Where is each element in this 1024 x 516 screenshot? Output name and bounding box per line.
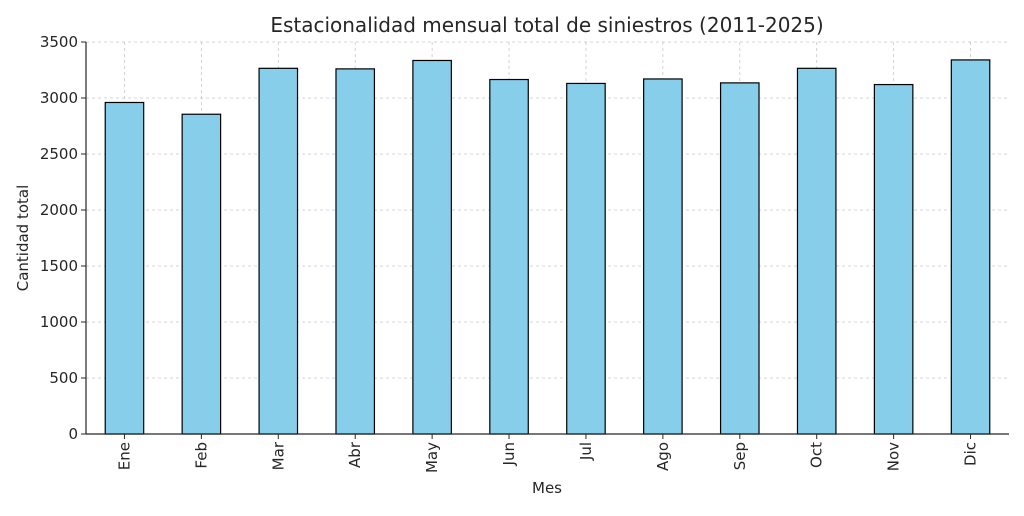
chart-title: Estacionalidad mensual total de siniestr… xyxy=(270,13,823,37)
x-tick-label: Feb xyxy=(192,442,210,469)
y-tick-label: 0 xyxy=(68,425,78,443)
y-tick-label: 2500 xyxy=(40,145,78,163)
bar-ago xyxy=(643,78,683,435)
bar-sep xyxy=(719,82,760,435)
bar-jun xyxy=(489,78,529,435)
bar-may xyxy=(412,59,452,435)
bar-oct xyxy=(796,67,837,435)
y-tick-label: 500 xyxy=(49,369,78,387)
y-tick-label: 1500 xyxy=(40,257,78,275)
x-tick-label: Jun xyxy=(500,442,518,466)
bar-jul xyxy=(566,82,606,435)
y-axis-label: Cantidad total xyxy=(14,185,32,292)
bar-abr xyxy=(335,68,376,435)
x-tick-label: Oct xyxy=(808,442,826,468)
x-axis-label: Mes xyxy=(532,479,562,497)
x-tick-label: Ene xyxy=(115,442,133,470)
x-tick-label: Sep xyxy=(731,442,749,470)
y-tick-label: 2000 xyxy=(40,201,78,219)
x-tick-label: May xyxy=(423,442,441,473)
bar-ene xyxy=(104,101,145,435)
bars-layer xyxy=(104,59,991,435)
bar-nov xyxy=(873,83,914,435)
bar-dic xyxy=(950,59,991,435)
bar-mar xyxy=(258,67,299,435)
x-ticks: Ene Feb Mar Abr May Jun Jul Ago Sep Oct Nov Dic xyxy=(115,434,980,473)
x-tick-label: Abr xyxy=(346,441,364,468)
y-ticks: 0 500 1000 1500 2000 2500 3000 3500 xyxy=(40,33,86,443)
bar-feb xyxy=(181,113,222,435)
axes-layer xyxy=(85,42,1009,435)
x-tick-label: Jul xyxy=(577,442,595,461)
y-tick-label: 3000 xyxy=(40,89,78,107)
y-tick-label: 3500 xyxy=(40,33,78,51)
grid-layer xyxy=(86,41,1009,435)
x-tick-label: Dic xyxy=(962,442,980,466)
y-tick-label: 1000 xyxy=(40,313,78,331)
x-tick-label: Nov xyxy=(885,442,903,471)
x-tick-label: Ago xyxy=(654,442,672,471)
x-tick-label: Mar xyxy=(269,441,287,470)
